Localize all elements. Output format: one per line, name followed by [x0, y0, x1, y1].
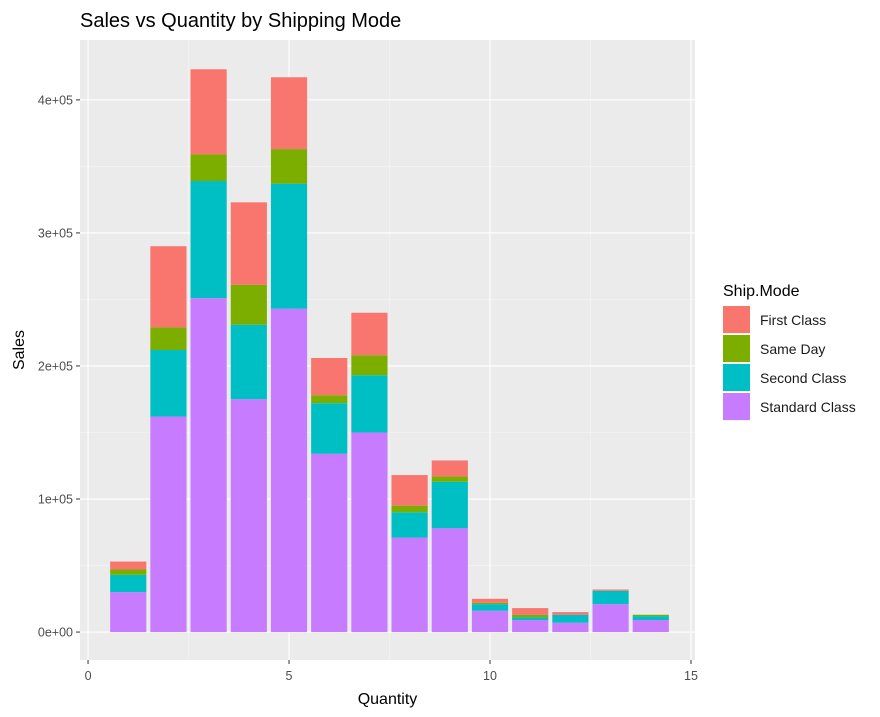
y-tick-label: 0e+00 — [38, 626, 73, 640]
bar-segment-second-class-q12 — [552, 614, 589, 623]
bar-segment-first-class-q12 — [552, 612, 589, 615]
bar-segment-standard-class-q1 — [110, 592, 147, 633]
bar-segment-second-class-q3 — [190, 181, 227, 299]
bar-segment-same-day-q5 — [270, 149, 308, 184]
bar-segment-standard-class-q13 — [592, 604, 629, 633]
bar-segment-same-day-q8 — [391, 505, 428, 513]
bar-segment-second-class-q4 — [230, 324, 267, 400]
y-axis: 0e+00 1e+05 2e+05 3e+05 4e+05 — [38, 93, 80, 640]
legend-swatch-second-class — [723, 364, 750, 391]
y-tick-label: 3e+05 — [38, 226, 73, 240]
bar-segment-first-class-q9 — [431, 460, 468, 477]
bar-segment-first-class-q5 — [270, 77, 308, 150]
bar-segment-second-class-q9 — [431, 481, 468, 529]
bar-segment-second-class-q10 — [471, 604, 509, 611]
bar-segment-first-class-q1 — [110, 561, 147, 570]
chart-title: Sales vs Quantity by Shipping Mode — [80, 10, 401, 32]
bar-segment-standard-class-q10 — [471, 610, 509, 633]
bar-segment-second-class-q1 — [110, 574, 147, 593]
legend-swatch-first-class — [723, 306, 750, 333]
bar-segment-first-class-q13 — [592, 589, 629, 591]
legend-label: Standard Class — [760, 399, 856, 415]
bar-segment-first-class-q6 — [311, 357, 348, 396]
legend-label: Same Day — [760, 341, 825, 357]
bar-segment-same-day-q3 — [190, 154, 227, 182]
bar-segment-second-class-q8 — [391, 512, 428, 538]
bar-segment-same-day-q14 — [632, 614, 669, 617]
bar-segment-first-class-q3 — [190, 69, 227, 155]
bar-segment-first-class-q7 — [351, 312, 388, 356]
bar-segment-second-class-q5 — [270, 183, 308, 309]
bar-segment-second-class-q11 — [512, 617, 549, 621]
y-tick-label: 2e+05 — [38, 359, 73, 373]
bar-segment-standard-class-q14 — [632, 620, 669, 633]
x-tick-label: 15 — [684, 669, 698, 683]
legend: Ship.Mode First Class Same Day Second Clas… — [723, 283, 856, 421]
bar-segment-first-class-q11 — [512, 608, 549, 615]
bar-segment-standard-class-q3 — [190, 298, 227, 633]
bar-segment-second-class-q6 — [311, 403, 348, 454]
bar-segment-standard-class-q7 — [351, 432, 388, 633]
bar-segment-same-day-q10 — [471, 602, 509, 605]
bar-segment-standard-class-q12 — [552, 622, 589, 633]
legend-label: Second Class — [760, 370, 846, 386]
x-axis-title: Quantity — [358, 691, 418, 708]
bar-segment-second-class-q14 — [632, 616, 669, 621]
bar-segment-standard-class-q8 — [391, 537, 428, 633]
bar-segment-standard-class-q11 — [512, 620, 549, 633]
bar-segment-standard-class-q4 — [230, 399, 267, 633]
bar-segment-same-day-q11 — [512, 614, 549, 618]
legend-label: First Class — [760, 312, 826, 328]
bar-segment-same-day-q2 — [150, 327, 187, 350]
x-axis: 0 5 10 15 — [85, 660, 698, 683]
y-tick-label: 4e+05 — [38, 93, 73, 107]
bar-segment-second-class-q13 — [592, 590, 629, 605]
bar-segment-standard-class-q5 — [270, 308, 308, 633]
bar-segment-standard-class-q2 — [150, 416, 187, 633]
x-tick-label: 0 — [85, 669, 92, 683]
bar-segment-second-class-q7 — [351, 375, 388, 433]
bar-segment-same-day-q9 — [431, 476, 468, 482]
bar-segment-first-class-q4 — [230, 202, 267, 285]
bar-segment-first-class-q8 — [391, 475, 428, 506]
legend-swatch-standard-class — [723, 393, 750, 420]
bar-segment-second-class-q2 — [150, 350, 187, 417]
bar-segment-same-day-q6 — [311, 395, 348, 404]
bar-segment-first-class-q2 — [150, 246, 187, 328]
bars — [110, 69, 669, 633]
x-tick-label: 5 — [286, 669, 293, 683]
bar-segment-same-day-q7 — [351, 355, 388, 376]
y-axis-title: Sales — [11, 330, 28, 370]
legend-title: Ship.Mode — [723, 283, 800, 300]
legend-swatch-same-day — [723, 335, 750, 362]
bar-segment-standard-class-q6 — [311, 453, 348, 633]
bar-segment-standard-class-q9 — [431, 528, 468, 633]
y-tick-label: 1e+05 — [38, 493, 73, 507]
bar-segment-same-day-q1 — [110, 569, 147, 575]
bar-segment-first-class-q10 — [471, 598, 509, 603]
bar-segment-same-day-q4 — [230, 284, 267, 325]
x-tick-label: 10 — [483, 669, 497, 683]
